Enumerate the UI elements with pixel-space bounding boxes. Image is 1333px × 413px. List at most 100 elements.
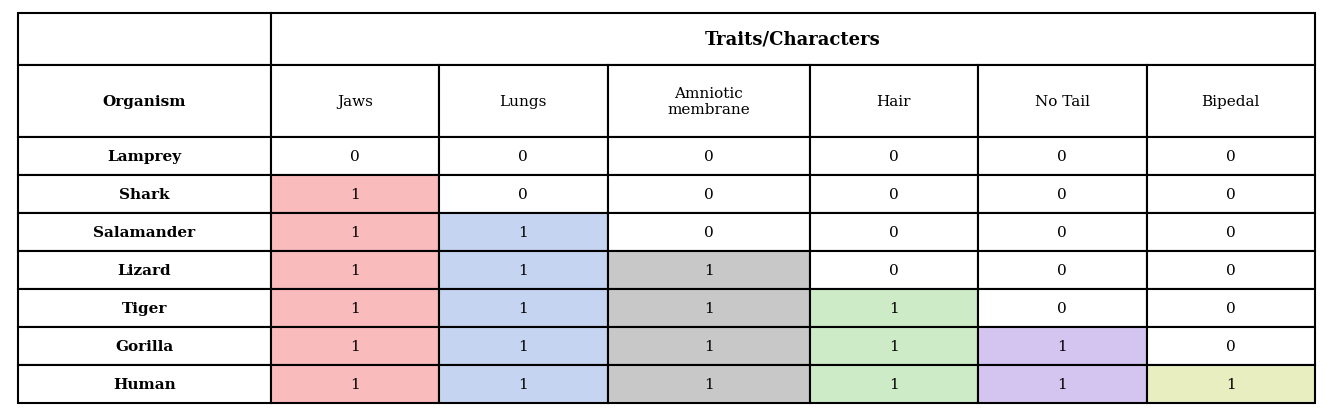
Text: 0: 0 xyxy=(1226,263,1236,277)
Text: Lungs: Lungs xyxy=(500,95,547,109)
Text: 0: 0 xyxy=(1057,301,1068,315)
Text: Salamander: Salamander xyxy=(93,225,196,240)
Bar xyxy=(271,214,439,252)
Bar xyxy=(1146,252,1314,289)
Text: 1: 1 xyxy=(351,263,360,277)
Text: 0: 0 xyxy=(889,150,898,164)
Bar xyxy=(271,289,439,327)
Text: Lamprey: Lamprey xyxy=(107,150,181,164)
Text: 1: 1 xyxy=(351,225,360,240)
Bar xyxy=(439,289,608,327)
Text: 1: 1 xyxy=(1057,339,1068,353)
Text: 0: 0 xyxy=(519,188,528,202)
Bar xyxy=(978,138,1146,176)
Bar xyxy=(271,176,439,214)
Bar xyxy=(978,327,1146,365)
Text: 0: 0 xyxy=(1057,263,1068,277)
Bar xyxy=(271,66,439,138)
Bar xyxy=(608,66,809,138)
Bar xyxy=(439,138,608,176)
Bar xyxy=(1146,176,1314,214)
Text: 1: 1 xyxy=(351,301,360,315)
Bar xyxy=(978,66,1146,138)
Text: 0: 0 xyxy=(1226,188,1236,202)
Bar xyxy=(19,365,271,403)
Text: 0: 0 xyxy=(351,150,360,164)
Bar xyxy=(439,365,608,403)
Bar xyxy=(1146,365,1314,403)
Text: 0: 0 xyxy=(1226,339,1236,353)
Text: Organism: Organism xyxy=(103,95,187,109)
Bar xyxy=(19,138,271,176)
Text: 0: 0 xyxy=(1226,225,1236,240)
Bar xyxy=(19,289,271,327)
Bar xyxy=(19,327,271,365)
Text: 0: 0 xyxy=(889,225,898,240)
Bar xyxy=(439,327,608,365)
Text: 1: 1 xyxy=(1226,377,1236,391)
Text: 1: 1 xyxy=(704,301,713,315)
Bar xyxy=(978,365,1146,403)
Text: 0: 0 xyxy=(1057,150,1068,164)
Text: No Tail: No Tail xyxy=(1034,95,1090,109)
Text: 1: 1 xyxy=(889,339,898,353)
Bar xyxy=(608,176,809,214)
Text: Human: Human xyxy=(113,377,176,391)
Bar xyxy=(809,176,978,214)
Bar xyxy=(608,138,809,176)
Text: 0: 0 xyxy=(1226,150,1236,164)
Text: 0: 0 xyxy=(1057,188,1068,202)
Bar xyxy=(271,365,439,403)
Text: 0: 0 xyxy=(704,225,713,240)
Bar xyxy=(978,289,1146,327)
Bar xyxy=(271,327,439,365)
Text: 1: 1 xyxy=(351,339,360,353)
Text: 1: 1 xyxy=(519,225,528,240)
Bar xyxy=(608,289,809,327)
Text: 1: 1 xyxy=(1057,377,1068,391)
Text: 1: 1 xyxy=(704,339,713,353)
Bar xyxy=(608,252,809,289)
Text: 1: 1 xyxy=(889,301,898,315)
Bar xyxy=(439,252,608,289)
Bar xyxy=(271,138,439,176)
Bar xyxy=(809,138,978,176)
Bar xyxy=(978,252,1146,289)
Text: 1: 1 xyxy=(704,263,713,277)
Bar xyxy=(978,176,1146,214)
Bar xyxy=(608,365,809,403)
Bar xyxy=(1146,66,1314,138)
Text: 1: 1 xyxy=(704,377,713,391)
Bar xyxy=(19,176,271,214)
Text: 0: 0 xyxy=(519,150,528,164)
Text: Jaws: Jaws xyxy=(337,95,373,109)
Text: Hair: Hair xyxy=(877,95,912,109)
Text: Traits/Characters: Traits/Characters xyxy=(705,31,881,49)
Bar xyxy=(19,14,271,66)
Bar xyxy=(271,14,1314,66)
Text: 0: 0 xyxy=(704,150,713,164)
Bar xyxy=(1146,214,1314,252)
Text: Shark: Shark xyxy=(119,188,169,202)
Text: Tiger: Tiger xyxy=(121,301,167,315)
Text: 1: 1 xyxy=(889,377,898,391)
Text: 1: 1 xyxy=(519,301,528,315)
Bar xyxy=(1146,327,1314,365)
Text: 1: 1 xyxy=(519,339,528,353)
Bar xyxy=(19,252,271,289)
Text: Amniotic
membrane: Amniotic membrane xyxy=(668,87,750,117)
Bar xyxy=(608,327,809,365)
Text: 1: 1 xyxy=(351,377,360,391)
Text: Gorilla: Gorilla xyxy=(115,339,173,353)
Text: 0: 0 xyxy=(889,188,898,202)
Text: 0: 0 xyxy=(704,188,713,202)
Bar xyxy=(19,66,271,138)
Bar xyxy=(1146,289,1314,327)
Text: Bipedal: Bipedal xyxy=(1201,95,1260,109)
Bar xyxy=(1146,138,1314,176)
Bar xyxy=(19,214,271,252)
Text: 1: 1 xyxy=(519,377,528,391)
Text: 1: 1 xyxy=(351,188,360,202)
Text: 0: 0 xyxy=(889,263,898,277)
Bar xyxy=(608,214,809,252)
